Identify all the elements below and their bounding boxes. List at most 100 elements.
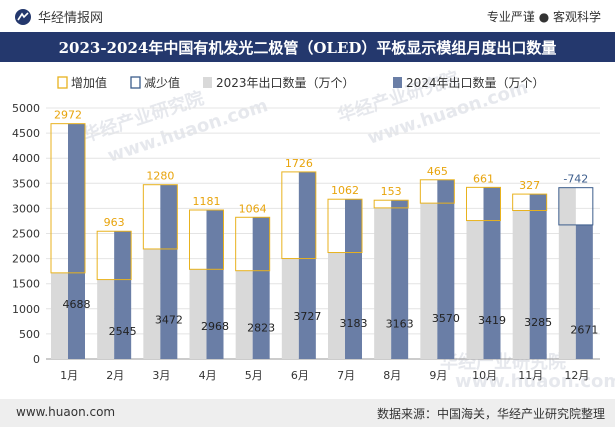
watermark-url-3: www.huaon.com [455,371,615,392]
bar-2023 [558,187,576,359]
legend-swatch-2023 [203,77,212,88]
value-label-2024: 3419 [478,314,506,327]
difference-label: 661 [473,172,494,185]
bar-2024 [391,200,409,359]
brand-logo-icon [15,8,31,25]
bar-2023 [374,207,392,359]
difference-label: 1181 [193,195,221,208]
bar-2024 [114,231,132,359]
difference-label: 327 [519,179,540,192]
increase-box [373,199,409,209]
increase-box [96,230,132,281]
difference-label: 2972 [54,109,82,122]
footer-source: 数据来源：中国海关，华经产业研究院整理 [376,407,605,421]
value-label-2024: 2823 [247,322,275,335]
bar-2023 [235,270,253,359]
increase-box [512,193,548,212]
legend-swatch-increase [57,76,68,89]
bar-2024 [252,217,270,359]
bar-2024 [345,199,362,359]
increase-box [189,209,224,270]
legend-label-2023: 2023年出口数量（万个） [216,75,355,90]
legend-label-increase: 增加值 [71,75,107,90]
y-tick-label: 1000 [12,303,40,316]
legend-label-decrease: 减少值 [144,75,180,90]
increase-box [327,198,363,254]
x-tick-label: 7月 [337,369,355,382]
grid [46,107,600,360]
increase-box [235,216,271,272]
chart-title: 2023-2024年中国有机发光二极管（OLED）平板显示模组月度出口数量 [58,39,557,57]
value-label-2024: 2545 [109,325,137,338]
difference-label: -742 [563,173,588,186]
y-tick-label: 5000 [12,102,40,115]
bar-2023 [97,279,115,359]
value-label-2024: 3183 [340,317,368,330]
x-tick-label: 4月 [199,369,217,382]
increase-box [281,171,317,260]
title-bar: 2023-2024年中国有机发光二极管（OLED）平板显示模组月度出口数量 [0,32,615,62]
x-tick-label: 3月 [152,369,170,382]
legend: 增加值 减少值 2023年出口数量（万个） 2024年出口数量（万个） [57,75,545,90]
y-tick-label: 4000 [12,152,40,165]
difference-label: 153 [381,185,402,198]
difference-label: 1062 [331,184,359,197]
x-tick-label: 11月 [518,369,543,382]
y-tick-label: 2000 [12,253,40,266]
bar-2023 [143,248,161,359]
y-tick-label: 3500 [12,177,40,190]
decrease-box [558,187,594,226]
bars: 2972 4688 963 2545 1280 3472 1181 2968 1064 2823 1… [50,109,598,359]
x-tick-label: 5月 [245,369,263,382]
bar-2024 [483,187,501,359]
difference-label: 1726 [285,157,313,170]
value-label-2024: 3727 [293,310,321,323]
bar-2024 [437,179,455,359]
bar-2023 [281,258,299,359]
increase-box [50,123,86,274]
value-label-2024: 3472 [155,313,183,326]
y-tick-label: 500 [19,328,40,341]
bar-2023 [512,210,530,359]
increase-box [142,184,178,250]
y-tick-label: 4500 [12,127,40,140]
brand: 华经情报网 [14,7,103,26]
y-tick-label: 1500 [12,278,40,291]
value-label-2024: 2968 [201,320,229,333]
difference-label: 1280 [146,170,174,183]
x-tick-label: 12月 [564,369,589,382]
legend-label-2024: 2024年出口数量（万个） [406,75,545,90]
x-tick-label: 9月 [429,369,447,382]
legend-swatch-2024 [393,77,402,88]
x-tick-label: 6月 [291,369,309,382]
footer: www.huaon.com 数据来源：中国海关，华经产业研究院整理 [0,399,615,427]
bar-2023 [420,203,438,359]
watermark-text-3: 华经产业研究院 [440,351,566,373]
difference-label: 963 [104,216,125,229]
value-label-2024: 3285 [524,316,552,329]
chart: 华经产业研究院 华经产业研究院 www.huaon.com www.huaon.… [12,67,615,392]
bar-2024 [160,184,178,359]
brand-name: 华经情报网 [38,11,104,26]
increase-box [466,186,501,222]
x-tick-label: 1月 [60,369,78,382]
bar-2023 [51,272,68,359]
value-label-2024: 3163 [386,317,414,330]
increase-box [419,179,455,204]
legend-swatch-decrease [130,76,141,89]
x-tick-label: 2月 [106,369,124,382]
bar-2024 [206,210,224,359]
bar-2024 [529,194,547,359]
y-tick-label: 0 [33,353,40,366]
bar-2024 [68,123,85,359]
difference-label: 1064 [239,202,267,215]
value-label-2024: 3570 [432,312,460,325]
x-tick-label: 8月 [383,369,401,382]
bar-2023 [466,220,484,359]
tagline: 专业严谨 ● 客观科学 [486,10,601,24]
bar-2024 [575,224,593,359]
x-tick-label: 10月 [472,369,497,382]
bar-2023 [328,252,345,359]
footer-website: www.huaon.com [16,405,116,419]
y-tick-label: 3000 [12,202,40,215]
